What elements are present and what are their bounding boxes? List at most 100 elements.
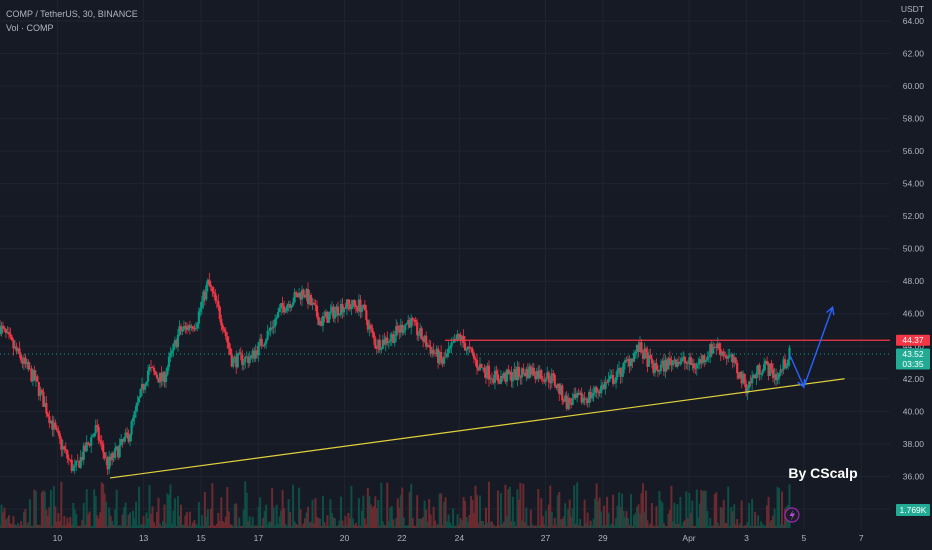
volume-bar <box>138 486 141 528</box>
candle-body <box>719 349 722 356</box>
projection-arrowhead-up <box>826 305 835 316</box>
volume-bar <box>381 521 384 528</box>
candle-body <box>268 330 271 332</box>
candle-body <box>16 348 20 352</box>
candle-body <box>561 385 564 401</box>
volume-bar <box>550 511 553 528</box>
volume-bar <box>558 491 561 528</box>
candle-body <box>588 392 591 403</box>
candle-body <box>269 327 272 331</box>
candle-body <box>320 320 323 326</box>
candle-body <box>652 363 655 373</box>
candle-body <box>541 378 544 380</box>
candle-body <box>374 338 377 349</box>
candle-body <box>443 356 446 364</box>
candle-body <box>294 292 298 294</box>
candle-body <box>746 388 749 394</box>
candle-body <box>72 467 75 471</box>
candle-body <box>483 367 486 373</box>
price-tick-label: 46.00 <box>903 309 925 319</box>
candle-body <box>416 322 419 336</box>
candle-body <box>143 385 147 390</box>
time-tick-label: 22 <box>397 533 407 543</box>
volume-bar <box>157 497 160 528</box>
candle-body <box>190 326 193 328</box>
candle-body <box>130 421 133 435</box>
candle-body <box>685 362 688 364</box>
candle-body <box>549 381 552 384</box>
volume-bar <box>679 496 682 528</box>
volume-bar <box>79 525 82 528</box>
volume-bar <box>535 525 538 528</box>
volume-bar <box>461 520 464 528</box>
volume-bar <box>247 521 250 528</box>
volume-bar <box>553 517 556 528</box>
volume-bar <box>229 524 232 528</box>
candle-body <box>694 368 697 369</box>
volume-bar <box>713 494 716 528</box>
candle-body <box>84 445 87 452</box>
volume-bar <box>289 512 292 528</box>
volume-bar <box>158 523 161 528</box>
candle-body <box>357 299 360 312</box>
candle-body <box>6 332 9 334</box>
candle-body <box>745 383 748 394</box>
candle-body <box>428 345 431 347</box>
volume-bar <box>652 525 655 528</box>
candle-body <box>567 398 570 409</box>
candle-body <box>233 356 236 359</box>
candle-body <box>516 366 519 380</box>
volume-bar <box>281 490 284 528</box>
candle-body <box>555 385 558 388</box>
volume-bar <box>689 512 692 528</box>
candle-body <box>94 425 97 434</box>
volume-bar <box>126 525 129 528</box>
volume-bar <box>775 525 778 528</box>
volume-bar <box>525 507 528 528</box>
candle-body <box>580 392 583 403</box>
candle-body <box>398 329 401 333</box>
volume-bar <box>426 521 429 528</box>
candle-body <box>761 370 764 374</box>
candle-body <box>10 336 14 341</box>
volume-bar <box>327 525 330 528</box>
volume-bar <box>534 525 537 528</box>
volume-bar <box>404 525 407 528</box>
volume-bar <box>414 525 417 528</box>
volume-bar <box>269 521 272 528</box>
candle-body <box>562 400 565 402</box>
volume-bar <box>55 521 58 528</box>
volume-bar <box>103 493 106 528</box>
volume-bar <box>567 508 570 528</box>
volume-bar <box>296 525 299 528</box>
volume-bar <box>473 512 476 528</box>
candle-body <box>321 316 325 326</box>
symbol-title[interactable]: COMP / TetherUS, 30, BINANCE <box>6 9 138 19</box>
candle-body <box>51 420 54 430</box>
candle-body <box>635 345 639 352</box>
volume-bar <box>214 525 217 528</box>
volume-bar <box>330 513 333 528</box>
candle-body <box>274 319 277 327</box>
candle-body <box>315 305 319 317</box>
volume-bar <box>724 523 727 528</box>
candle-body <box>27 361 30 370</box>
lightning-icon[interactable] <box>784 507 800 523</box>
volume-bar <box>36 524 39 528</box>
volume-bar <box>317 518 320 528</box>
volume-indicator-label[interactable]: Vol · COMP <box>6 23 54 33</box>
volume-bar <box>147 518 150 528</box>
volume-bar <box>505 516 508 528</box>
candle-body <box>422 339 425 342</box>
candle-body <box>601 384 604 386</box>
candle-body <box>157 378 160 383</box>
volume-bar <box>649 523 652 528</box>
volume-bar <box>99 512 102 528</box>
candle-body <box>164 374 168 382</box>
candle-body <box>698 359 701 364</box>
candle-body <box>351 300 354 307</box>
candle-body <box>550 373 553 384</box>
volume-bar <box>21 524 24 528</box>
candle-body <box>543 379 546 382</box>
